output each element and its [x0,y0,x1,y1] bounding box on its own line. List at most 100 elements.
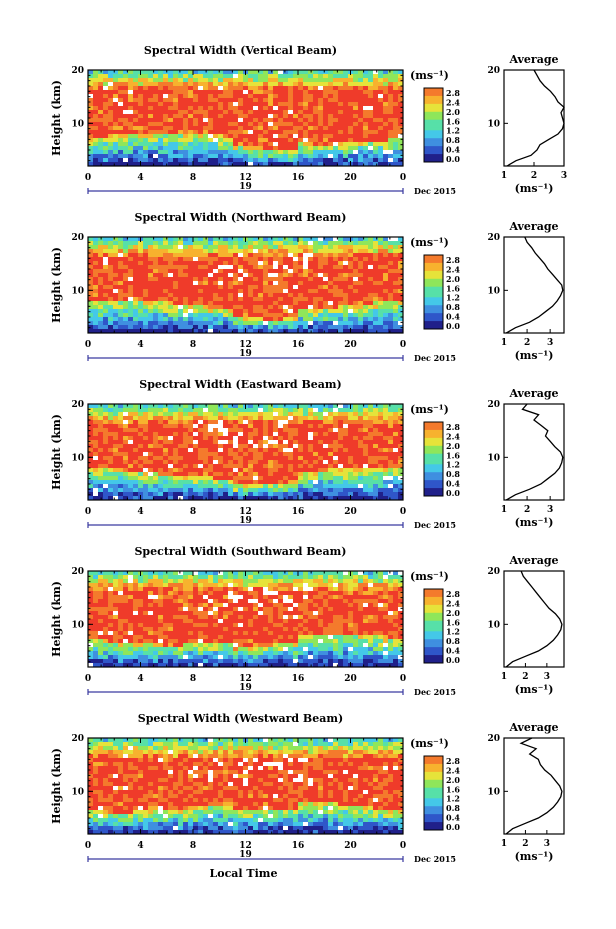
heatmap-cell [278,448,284,453]
heatmap-cell [343,496,349,501]
heatmap-cell [233,245,239,250]
heatmap-cell [173,114,179,119]
heatmap-cell [128,110,134,115]
heatmap-cell [113,464,119,469]
heatmap-cell [358,277,364,282]
heatmap-cell [293,102,299,107]
heatmap-cell [148,273,154,278]
heatmap-cell [213,313,219,318]
heatmap-cell [283,436,289,441]
heatmap-cell [203,86,209,91]
colorbar-band [424,106,443,110]
heatmap-cell [283,464,289,469]
heatmap-cell [273,317,279,322]
heatmap-cell [318,158,324,163]
heatmap-cell [193,452,199,457]
heatmap-cell [193,444,199,449]
heatmap-cell [88,118,94,123]
heatmap-cell [393,253,399,258]
heatmap-cell [198,424,204,429]
heatmap-cell [183,444,189,449]
heatmap-cell [218,468,224,473]
heatmap-cell [358,329,364,334]
heatmap-cell [178,408,184,413]
heatmap-cell [373,261,379,266]
heatmap-cell [228,492,234,497]
heatmap-cell [378,126,384,131]
heatmap-cell [98,122,104,127]
heatmap-cell [303,329,309,334]
heatmap-cell [283,408,289,413]
heatmap-cell [293,98,299,103]
heatmap-cell [388,432,394,437]
heatmap-cell [108,162,114,167]
heatmap-cell [108,492,114,497]
heatmap-cell [268,70,274,75]
heatmap-cell [133,305,139,310]
heatmap-cell [153,98,159,103]
heatmap-cell [113,416,119,421]
heatmap-cell [163,472,169,477]
heatmap-cell [228,86,234,91]
heatmap-cell [143,241,149,246]
heatmap-cell [188,269,194,274]
heatmap-cell [208,269,214,274]
heatmap-cell [198,253,204,258]
heatmap-cell [173,476,179,481]
heatmap-cell [373,118,379,123]
heatmap-cell [143,82,149,87]
heatmap-cell [323,404,329,409]
heatmap-cell [263,150,269,155]
colorbar-band [424,273,443,277]
heatmap-cell [323,436,329,441]
heatmap-cell [188,277,194,282]
heatmap-cell [118,106,124,111]
heatmap-cell [133,313,139,318]
heatmap-cell [133,78,139,83]
heatmap-cell [258,492,264,497]
heatmap-cell [313,440,319,445]
heatmap-cell [393,436,399,441]
heatmap-cell [213,253,219,258]
heatmap-cell [98,432,104,437]
heatmap-cell [373,460,379,465]
heatmap-cell [98,428,104,433]
heatmap-cell [283,261,289,266]
heatmap-cell [98,142,104,147]
heatmap-cell [333,468,339,473]
colorbar-band [424,456,443,460]
heatmap-cell [348,468,354,473]
heatmap-cell [313,305,319,310]
heatmap-cell [278,301,284,306]
heatmap-cell [168,444,174,449]
heatmap-cell [183,297,189,302]
heatmap-cell [253,277,259,282]
colorbar-band [424,302,443,306]
heatmap-cell [88,480,94,485]
heatmap-cell [358,82,364,87]
heatmap-cell [208,313,214,318]
heatmap-cell [323,98,329,103]
heatmap-cell [123,416,129,421]
heatmap-cell [173,90,179,95]
heatmap-cell [378,488,384,493]
heatmap-cell [123,78,129,83]
heatmap-cell [378,297,384,302]
heatmap-cell [233,492,239,497]
heatmap-cell [213,305,219,310]
heatmap-cell [148,404,154,409]
heatmap-cell [283,480,289,485]
heatmap-cell [113,122,119,127]
heatmap-cell [183,265,189,270]
heatmap-cell [253,432,259,437]
heatmap-cell [308,285,314,290]
heatmap-cell [123,325,129,330]
heatmap-cell [148,102,154,107]
heatmap-cell [108,158,114,163]
heatmap-cell [238,78,244,83]
heatmap-cell [293,277,299,282]
heatmap-cell [248,241,254,246]
heatmap-cell [233,293,239,298]
heatmap-cell [258,444,264,449]
heatmap-cell [138,468,144,473]
